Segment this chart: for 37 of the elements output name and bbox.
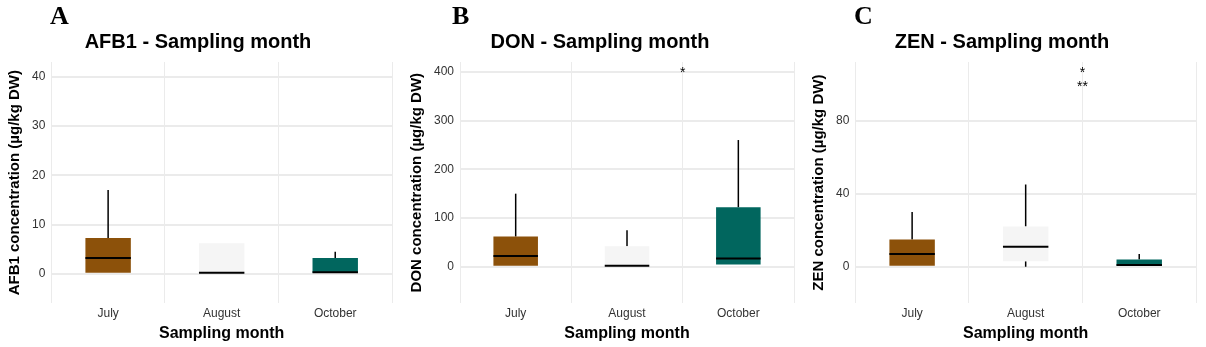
chart-title: ZEN - Sampling month	[894, 29, 1110, 52]
x-tick-label: July	[901, 305, 923, 320]
y-tick-label: 80	[835, 112, 850, 127]
annotation: *	[679, 63, 686, 80]
y-tick-label: 300	[433, 112, 455, 127]
y-axis-title: ZEN concentration (µg/kg DW)	[809, 74, 827, 291]
y-tick-label: 20	[31, 167, 46, 182]
x-tick-label: October	[313, 305, 357, 320]
y-tick-label: 200	[433, 161, 455, 176]
y-axis-title: AFB1 concentration (µg/kg DW)	[5, 70, 23, 296]
text: A	[50, 0, 69, 30]
y-tick-label: 0	[842, 259, 850, 274]
x-axis-title: Sampling month	[963, 323, 1089, 341]
y-axis-title: DON concentration (µg/kg DW)	[407, 72, 425, 293]
y-tick-label: 40	[31, 69, 46, 84]
chart-title: DON - Sampling month	[490, 29, 710, 52]
text: B	[452, 0, 470, 30]
x-tick-label: August	[1006, 305, 1046, 320]
chart-title: AFB1 - Sampling month	[84, 29, 312, 52]
y-tick-label: 30	[31, 118, 46, 133]
x-axis-title: Sampling month	[564, 323, 690, 341]
x-tick-label: October	[716, 305, 760, 320]
x-tick-label: July	[97, 305, 119, 320]
x-tick-label: August	[202, 305, 242, 320]
x-tick-label: October	[1117, 305, 1161, 320]
x-tick-label: August	[608, 305, 647, 320]
x-axis-title: Sampling month	[159, 323, 285, 341]
y-tick-label: 0	[447, 259, 455, 274]
y-tick-label: 40	[835, 185, 850, 200]
x-tick-label: July	[505, 305, 527, 320]
annotation: **	[1077, 77, 1089, 94]
text: C	[854, 0, 873, 30]
y-tick-label: 10	[31, 216, 46, 231]
y-tick-label: 400	[433, 64, 455, 79]
y-tick-label: 0	[38, 266, 46, 281]
y-tick-label: 100	[433, 210, 455, 225]
annotation: *	[1079, 63, 1086, 80]
